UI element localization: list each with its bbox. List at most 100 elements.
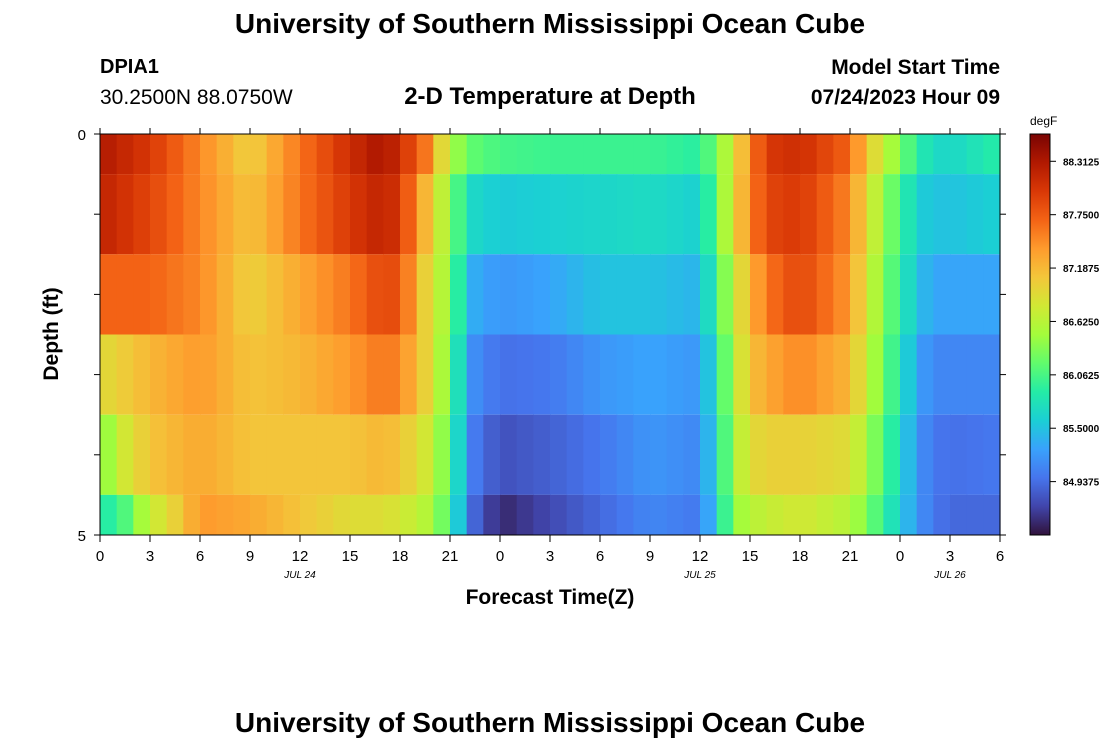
heatmap-cell bbox=[866, 174, 884, 255]
colorbar-label: 85.5000 bbox=[1063, 424, 1100, 435]
heatmap-cell bbox=[850, 334, 868, 415]
heatmap-cell bbox=[316, 254, 334, 335]
heatmap-cell bbox=[550, 334, 568, 415]
heatmap-cell bbox=[783, 134, 801, 175]
heatmap-cell bbox=[816, 494, 834, 535]
heatmap-cell bbox=[650, 334, 668, 415]
heatmap-cell bbox=[200, 254, 218, 335]
heatmap-cell bbox=[666, 334, 684, 415]
temperature-depth-heatmap: 0 3 6 9 12 15 18 21 0 3 6 9 12 15 18 21 0 3 6 JUL 24 JUL 25 J… bbox=[40, 114, 1100, 609]
heatmap-cell bbox=[450, 254, 468, 335]
heatmap-cell bbox=[700, 134, 718, 175]
heatmap-cell bbox=[616, 334, 634, 415]
heatmap-cell bbox=[683, 254, 701, 335]
heatmap-cell bbox=[250, 134, 268, 175]
footer-title: University of Southern Mississippi Ocean… bbox=[234, 707, 866, 738]
heatmap-cell bbox=[183, 134, 201, 175]
chart-title: 2-D Temperature at Depth bbox=[404, 83, 696, 110]
heatmap-cell bbox=[650, 134, 668, 175]
heatmap-cell bbox=[366, 334, 384, 415]
heatmap-cell bbox=[533, 174, 551, 255]
heatmap-cell bbox=[133, 174, 151, 255]
heatmap-cell bbox=[383, 414, 401, 495]
x-tick-label: 9 bbox=[246, 548, 254, 565]
heatmap-cell bbox=[850, 134, 868, 175]
heatmap-cell bbox=[766, 494, 784, 535]
x-tick-label: 12 bbox=[692, 548, 709, 565]
station-id: DPIA1 bbox=[100, 56, 159, 78]
heatmap-cell bbox=[350, 334, 368, 415]
heatmap-cell bbox=[933, 494, 951, 535]
heatmap-cell bbox=[766, 414, 784, 495]
heatmap-cell bbox=[733, 414, 751, 495]
heatmap-cell bbox=[616, 134, 634, 175]
heatmap-cell bbox=[250, 494, 268, 535]
heatmap-cell bbox=[600, 414, 618, 495]
heatmap-cell bbox=[566, 494, 584, 535]
heatmap-cell bbox=[333, 494, 351, 535]
heatmap-cell bbox=[516, 334, 534, 415]
x-tick-label: 21 bbox=[442, 548, 459, 565]
heatmap-cell bbox=[283, 414, 301, 495]
heatmap-cell bbox=[266, 334, 284, 415]
heatmap-cell bbox=[116, 334, 134, 415]
heatmap-cell bbox=[900, 134, 918, 175]
heatmap-cell bbox=[933, 334, 951, 415]
heatmap-cell bbox=[266, 254, 284, 335]
heatmap-cell bbox=[100, 494, 118, 535]
heatmap-cell bbox=[500, 414, 518, 495]
heatmap-cell bbox=[400, 174, 418, 255]
heatmap-cell bbox=[483, 334, 501, 415]
heatmap-cell bbox=[183, 174, 201, 255]
heatmap-cell bbox=[916, 494, 934, 535]
heatmap-cell bbox=[866, 134, 884, 175]
heatmap-cell bbox=[350, 254, 368, 335]
heatmap-cell bbox=[416, 254, 434, 335]
heatmap-cell bbox=[566, 174, 584, 255]
heatmap-cell bbox=[816, 174, 834, 255]
heatmap-cell bbox=[733, 334, 751, 415]
heatmap-cell bbox=[550, 134, 568, 175]
heatmap-cell bbox=[366, 174, 384, 255]
heatmap-cell bbox=[350, 134, 368, 175]
heatmap-cell bbox=[783, 254, 801, 335]
heatmap-cell bbox=[716, 254, 734, 335]
heatmap-cell bbox=[683, 174, 701, 255]
colorbar-gradient bbox=[1029, 133, 1051, 536]
heatmap-cell bbox=[583, 334, 601, 415]
heatmap-cell bbox=[666, 494, 684, 535]
heatmap-cell bbox=[100, 334, 118, 415]
heatmap-cell bbox=[650, 254, 668, 335]
heatmap-cell bbox=[316, 174, 334, 255]
heatmap-cell bbox=[566, 134, 584, 175]
heatmap-cell bbox=[516, 174, 534, 255]
heatmap-cell bbox=[483, 134, 501, 175]
heatmap-cell bbox=[433, 494, 451, 535]
heatmap-cell bbox=[450, 414, 468, 495]
heatmap-cell bbox=[266, 494, 284, 535]
heatmap-cell bbox=[366, 494, 384, 535]
heatmap-cell bbox=[466, 254, 484, 335]
heatmap-cell bbox=[950, 254, 968, 335]
heatmap-cell bbox=[766, 334, 784, 415]
heatmap-cell bbox=[316, 334, 334, 415]
heatmap-cell bbox=[583, 414, 601, 495]
x-tick-label: 3 bbox=[546, 548, 554, 565]
heatmap-cell bbox=[583, 174, 601, 255]
heatmap-cell bbox=[316, 414, 334, 495]
heatmap-cell bbox=[333, 254, 351, 335]
heatmap-cell bbox=[916, 414, 934, 495]
heatmap-cell bbox=[550, 174, 568, 255]
x-tick-label: 21 bbox=[842, 548, 859, 565]
heatmap-cell bbox=[450, 134, 468, 175]
heatmap-cell bbox=[683, 494, 701, 535]
heatmap-cell bbox=[350, 494, 368, 535]
heatmap-cell bbox=[983, 174, 1001, 255]
heatmap-cell bbox=[133, 414, 151, 495]
heatmap-cell bbox=[816, 414, 834, 495]
heatmap-cell bbox=[666, 174, 684, 255]
heatmap-cell bbox=[600, 494, 618, 535]
heatmap-cell bbox=[950, 414, 968, 495]
heatmap-cell bbox=[900, 254, 918, 335]
heatmap-cell bbox=[566, 334, 584, 415]
